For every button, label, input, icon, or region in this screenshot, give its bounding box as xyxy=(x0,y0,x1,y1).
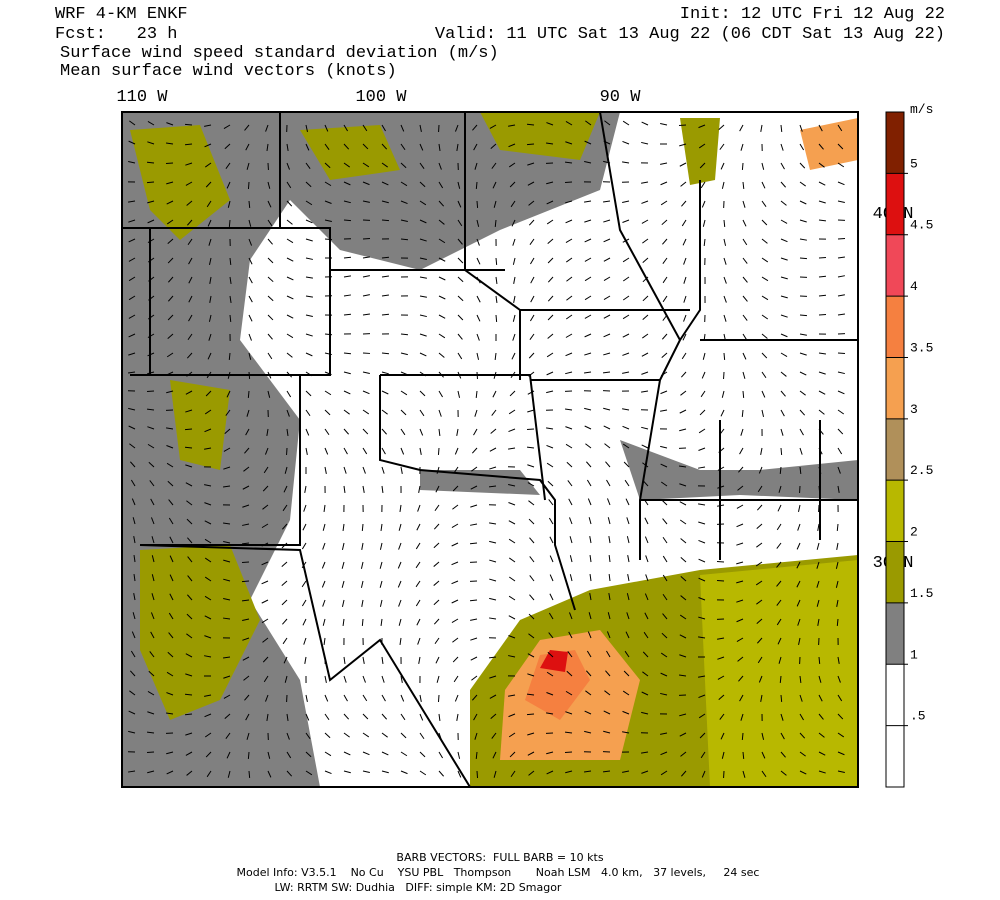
colorbar-bin xyxy=(886,234,904,297)
colorbar: .5 1 1.5 2 2.5 3 3.5 4 4.5 5 xyxy=(885,111,933,788)
model-title: WRF 4-KM ENKF xyxy=(55,5,188,24)
colorbar-bin xyxy=(886,602,904,665)
colorbar-tick-label: .5 xyxy=(910,709,926,724)
init-time: Init: 12 UTC Fri 12 Aug 22 xyxy=(680,5,945,24)
colorbar-bin xyxy=(886,173,904,235)
colorbar-bin xyxy=(886,725,904,787)
colorbar-unit: m/s xyxy=(910,102,933,117)
colorbar-tick-label: 1 xyxy=(910,647,918,662)
colorbar-tick-label: 4.5 xyxy=(910,218,933,233)
colorbar-bin xyxy=(886,480,904,542)
forecast-hour: Fcst: 23 h xyxy=(55,25,177,44)
barb-note: BARB VECTORS: FULL BARB = 10 kts xyxy=(396,851,603,864)
field-title: Surface wind speed standard deviation (m… xyxy=(60,44,499,63)
colorbar-tick-label: 3.5 xyxy=(910,340,933,355)
colorbar-frame xyxy=(885,111,905,788)
colorbar-bin xyxy=(886,418,904,481)
colorbar-bin xyxy=(886,112,904,174)
colorbar-tick-label: 3 xyxy=(910,402,918,417)
colorbar-tick-label: 2 xyxy=(910,525,918,540)
lon-label: 100 W xyxy=(355,88,407,107)
vector-title: Mean surface wind vectors (knots) xyxy=(60,62,397,81)
colorbar-bin xyxy=(886,664,904,726)
colorbar-tick-label: 4 xyxy=(910,279,918,294)
lon-label: 110 W xyxy=(116,88,168,107)
colorbar-bin xyxy=(886,296,904,358)
map xyxy=(121,111,859,788)
physics-info: LW: RRTM SW: Dudhia DIFF: simple KM: 2D … xyxy=(275,881,562,894)
colorbar-tick-label: 5 xyxy=(910,156,918,171)
model-info: Model Info: V3.5.1 No Cu YSU PBL Thompso… xyxy=(237,866,760,879)
colorbar-bin xyxy=(886,541,904,603)
valid-time: Valid: 11 UTC Sat 13 Aug 22 (06 CDT Sat … xyxy=(435,25,945,44)
colorbar-bin xyxy=(886,357,904,419)
lon-label: 90 W xyxy=(600,88,642,107)
colorbar-tick-label: 1.5 xyxy=(910,586,933,601)
colorbar-tick-label: 2.5 xyxy=(910,463,933,478)
